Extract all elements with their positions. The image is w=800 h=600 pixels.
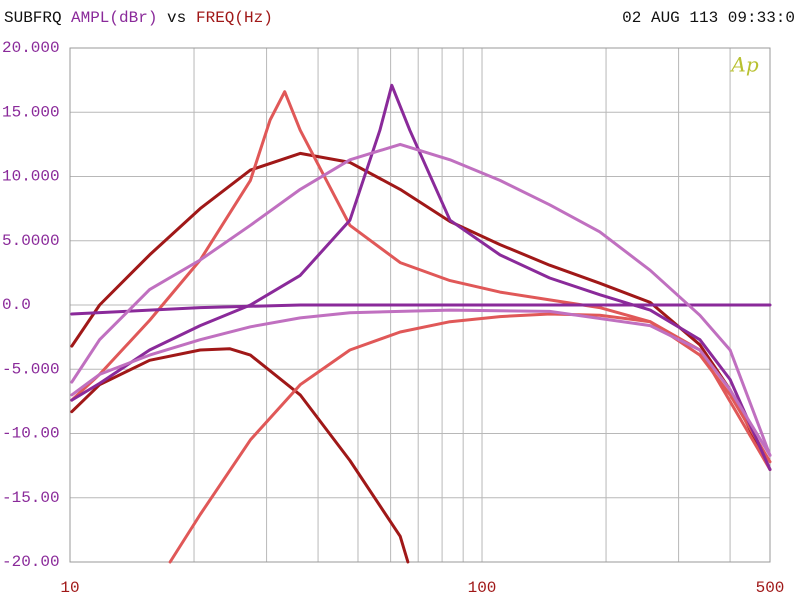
series-line — [70, 142, 772, 457]
series-line — [70, 347, 410, 564]
x-axis-label: FREQ(Hz) — [196, 9, 273, 27]
series-line — [70, 83, 772, 471]
series-line — [70, 90, 772, 471]
y-tick-label: -15.00 — [2, 489, 60, 507]
x-tick-label: 500 — [756, 579, 785, 597]
y-tick-label: 10.000 — [2, 168, 60, 186]
logo: Ap — [729, 53, 758, 77]
plot-area — [69, 47, 772, 564]
y-tick-label: 15.000 — [2, 103, 60, 121]
y-tick-label: -10.00 — [2, 425, 60, 443]
y-tick-label: 20.000 — [2, 39, 60, 57]
y-axis-label: AMPL(dBr) — [71, 9, 157, 27]
vs-label: vs — [167, 9, 186, 27]
y-tick-label: 5.0000 — [2, 232, 60, 250]
x-tick-label: 100 — [468, 579, 497, 597]
header: SUBFRQ — [4, 9, 62, 27]
series-line — [70, 308, 772, 457]
series-line — [70, 303, 772, 316]
timestamp: 02 AUG 113 09:33:0 — [622, 9, 795, 27]
y-tick-label: -20.00 — [2, 553, 60, 571]
y-tick-label: 0.0 — [2, 296, 31, 314]
x-tick-label: 10 — [60, 579, 79, 597]
series-line — [168, 312, 772, 564]
y-tick-label: -5.000 — [2, 360, 60, 378]
